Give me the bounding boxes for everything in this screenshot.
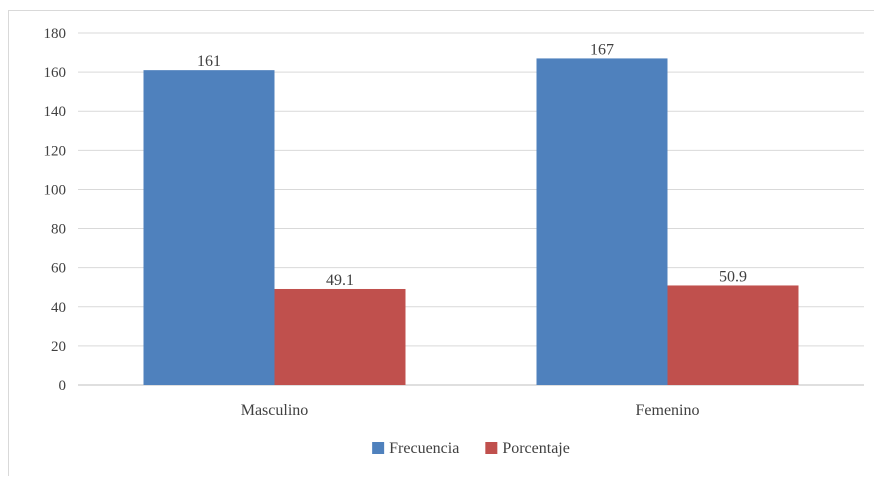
data-label: 167: [590, 41, 614, 58]
y-tick-label: 160: [44, 65, 67, 81]
legend-swatch-porcentaje: [485, 442, 498, 454]
gridlines: [78, 32, 864, 386]
y-axis: 0 20 40 60 80 100 120 140 160 180: [44, 26, 67, 394]
bar-porcentaje-femenino: [667, 285, 799, 385]
x-tick-label: Masculino: [241, 402, 309, 419]
x-tick-label: Femenino: [636, 402, 700, 419]
y-tick-label: 100: [44, 182, 67, 198]
bars: [143, 58, 799, 386]
bar-porcentaje-masculino: [274, 288, 406, 385]
legend: Frecuencia Porcentaje: [372, 440, 570, 457]
legend-label: Porcentaje: [502, 440, 570, 457]
y-tick-label: 0: [59, 378, 67, 394]
y-tick-label: 140: [44, 104, 67, 120]
bar-frecuencia-femenino: [536, 58, 668, 386]
y-tick-label: 60: [51, 261, 66, 277]
y-tick-label: 80: [51, 222, 66, 238]
data-label: 161: [197, 53, 221, 70]
y-tick-label: 180: [44, 26, 67, 42]
data-label: 49.1: [326, 272, 354, 289]
y-tick-label: 40: [51, 300, 66, 316]
legend-swatch-frecuencia: [372, 442, 385, 454]
y-tick-label: 120: [44, 143, 67, 159]
bar-frecuencia-masculino: [143, 70, 275, 386]
chart-frame: [8, 10, 874, 476]
legend-label: Frecuencia: [389, 440, 459, 457]
data-label: 50.9: [719, 268, 747, 285]
x-axis: Masculino Femenino: [241, 402, 700, 419]
y-tick-label: 20: [51, 339, 66, 355]
data-labels: 161 49.1 167 50.9: [197, 41, 747, 289]
